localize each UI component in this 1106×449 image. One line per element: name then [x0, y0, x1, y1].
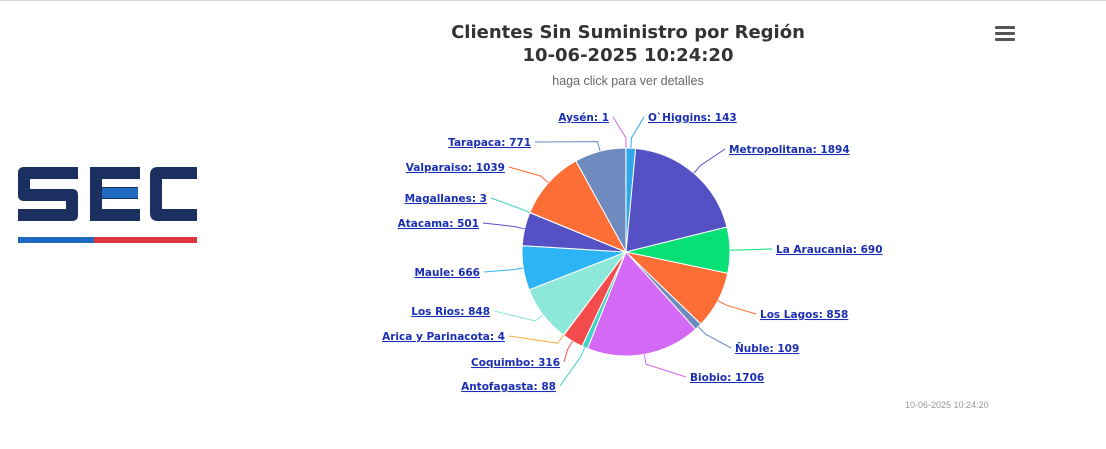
- chart-timestamp: 10-06-2025 10:24:20: [905, 400, 989, 410]
- connector-los-rios: [493, 310, 544, 322]
- chart-subtitle: haga click para ver detalles: [552, 74, 704, 88]
- connector-arica-y-parinacota: [508, 334, 564, 344]
- data-label-antofagasta[interactable]: Antofagasta: 88: [461, 381, 556, 393]
- connector-antofagasta: [559, 347, 586, 387]
- connector-biobio: [643, 354, 687, 378]
- connector-nuble: [697, 326, 732, 349]
- data-label-magallanes[interactable]: Magallanes: 3: [405, 193, 487, 205]
- connector-la-araucania: [729, 248, 773, 251]
- chart-title-line1: Clientes Sin Suministro por Región: [451, 22, 805, 43]
- connector-maule: [483, 267, 524, 273]
- data-label-la-araucania[interactable]: La Araucania: 690: [776, 244, 883, 256]
- data-label-atacama[interactable]: Atacama: 501: [398, 218, 479, 230]
- connector-magallanes: [490, 197, 530, 214]
- data-label-tarapaca[interactable]: Tarapaca: 771: [448, 137, 531, 149]
- connector-valparaiso: [508, 166, 549, 184]
- data-label-los-rios[interactable]: Los Rios: 848: [411, 306, 490, 318]
- data-label-aysen[interactable]: Aysén: 1: [558, 112, 609, 124]
- connector-tarapaca: [534, 141, 601, 152]
- connector-metropolitana: [693, 148, 726, 174]
- data-label-coquimbo[interactable]: Coquimbo: 316: [471, 357, 560, 369]
- connector-atacama: [482, 222, 525, 230]
- data-label-biobio[interactable]: Biobio: 1706: [690, 372, 764, 384]
- pie-slice-metropolitana[interactable]: [625, 147, 728, 253]
- data-label-los-lagos[interactable]: Los Lagos: 858: [760, 309, 848, 321]
- data-label-nuble[interactable]: Ñuble: 109: [735, 342, 799, 355]
- chart-panel: Clientes Sin Suministro por Región 10-06…: [215, 8, 1041, 428]
- connector-aysen: [612, 116, 627, 149]
- data-label-arica-y-parinacota[interactable]: Arica y Parinacota: 4: [382, 331, 505, 343]
- hamburger-menu-icon[interactable]: [995, 26, 1015, 42]
- data-label-o-higgins[interactable]: O`Higgins: 143: [648, 112, 737, 124]
- top-border: [0, 0, 1106, 1]
- pie-chart: O`Higgins: 143 Metropolitana: 1894 La Arau…: [382, 112, 883, 393]
- connector-o-higgins: [630, 116, 645, 149]
- sec-logo: [18, 167, 197, 243]
- connector-coquimbo: [563, 340, 574, 363]
- chart-title-line2: 10-06-2025 10:24:20: [522, 45, 734, 66]
- pie-slice-valparaiso[interactable]: [529, 160, 628, 254]
- data-label-maule[interactable]: Maule: 666: [414, 267, 480, 279]
- data-label-metropolitana[interactable]: Metropolitana: 1894: [729, 144, 850, 156]
- data-label-valparaiso[interactable]: Valparaiso: 1039: [406, 162, 505, 174]
- connector-los-lagos: [717, 300, 757, 315]
